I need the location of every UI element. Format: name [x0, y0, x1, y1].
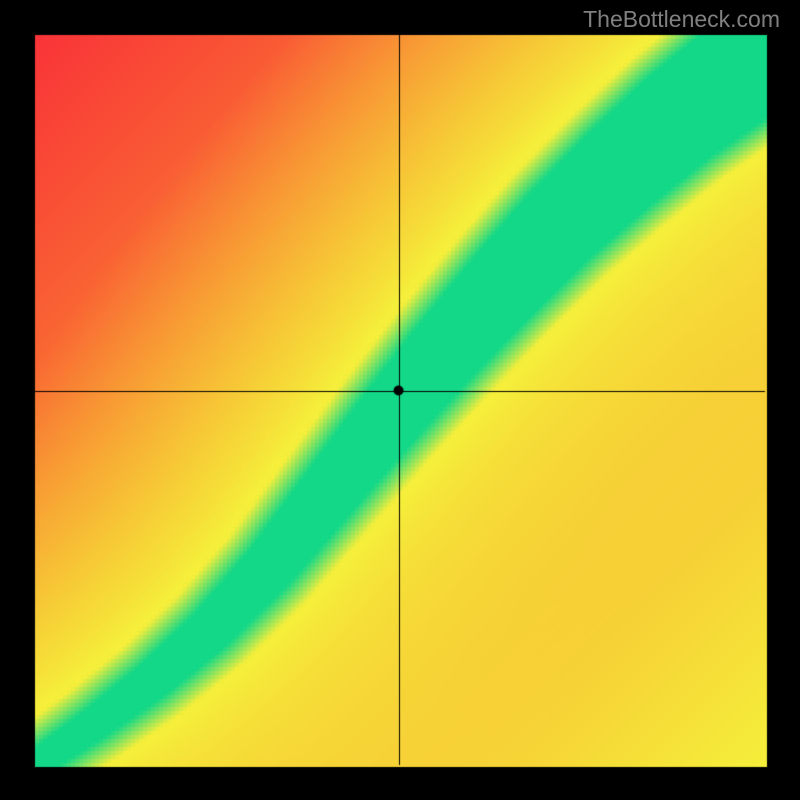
- watermark-text: TheBottleneck.com: [583, 6, 780, 33]
- heatmap-canvas: [0, 0, 800, 800]
- chart-container: TheBottleneck.com: [0, 0, 800, 800]
